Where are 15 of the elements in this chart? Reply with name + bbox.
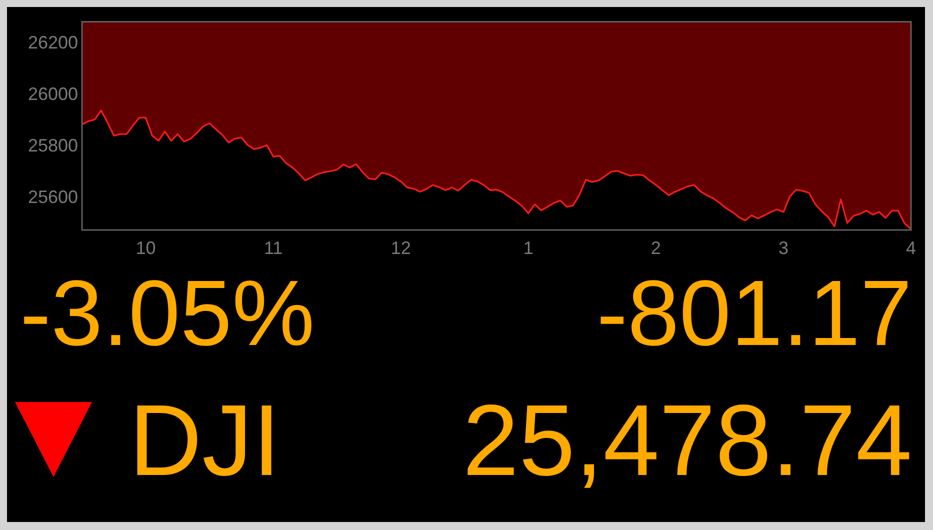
x-tick-label: 12 [390, 238, 411, 258]
y-tick-label: 26000 [28, 84, 78, 104]
x-tick-label: 2 [650, 238, 661, 258]
x-tick-label: 11 [264, 238, 283, 258]
text: DJI [129, 385, 280, 497]
x-tick-label: 4 [906, 238, 916, 258]
x-tick-label: 3 [778, 238, 788, 258]
y-tick-label: 25600 [28, 186, 78, 207]
text: -801.17 [596, 261, 912, 365]
y-tick-label: 26200 [28, 32, 78, 53]
x-tick-label: 10 [136, 238, 156, 258]
y-tick-label: 25800 [28, 135, 78, 156]
text: -3.05% [20, 261, 315, 365]
x-tick-label: 1 [523, 238, 534, 258]
text: 25,478.74 [462, 385, 912, 497]
